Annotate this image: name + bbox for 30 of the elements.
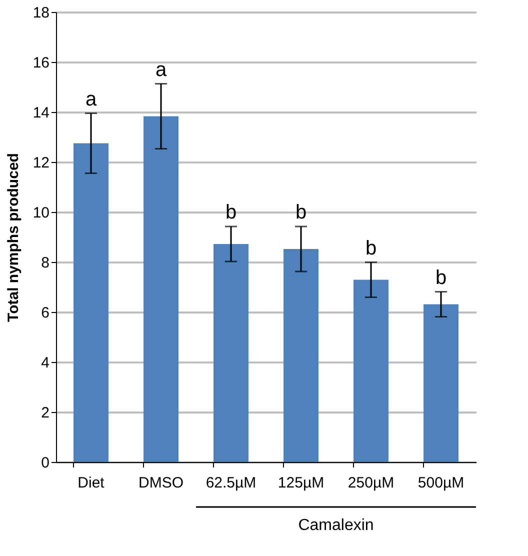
bar bbox=[214, 244, 248, 462]
y-tick-label: 6 bbox=[41, 304, 50, 322]
x-tick-label: DMSO bbox=[138, 474, 184, 492]
y-tick-label: 2 bbox=[41, 404, 50, 422]
y-tick-label: 16 bbox=[32, 54, 50, 72]
annotation: b bbox=[295, 202, 307, 224]
bar bbox=[354, 280, 388, 462]
x-tick-label: 62.5µM bbox=[206, 474, 256, 492]
y-tick-label: 18 bbox=[32, 4, 50, 22]
annotation: b bbox=[365, 237, 377, 260]
x-tick-label: 125µM bbox=[278, 474, 324, 492]
bar bbox=[74, 143, 108, 462]
y-tick-label: 10 bbox=[32, 204, 50, 222]
y-tick-label: 4 bbox=[41, 354, 50, 372]
text: Camalexin bbox=[298, 517, 374, 534]
y-axis-title: Total nymphs produced bbox=[4, 153, 22, 322]
x-tick-label: 250µM bbox=[348, 474, 394, 492]
annotation: b bbox=[225, 202, 237, 224]
y-tick-label: 12 bbox=[32, 154, 50, 172]
annotation: b bbox=[435, 266, 447, 289]
bar bbox=[144, 116, 178, 462]
x-tick-label: Diet bbox=[78, 474, 106, 492]
annotation: a bbox=[155, 58, 168, 81]
y-tick-label: 8 bbox=[41, 254, 50, 272]
bar bbox=[284, 249, 318, 462]
y-tick-label: 14 bbox=[32, 104, 50, 122]
bar bbox=[424, 304, 458, 462]
y-tick-label: 0 bbox=[41, 454, 50, 472]
annotation: a bbox=[85, 88, 98, 110]
x-tick-label: 500µM bbox=[418, 474, 464, 492]
